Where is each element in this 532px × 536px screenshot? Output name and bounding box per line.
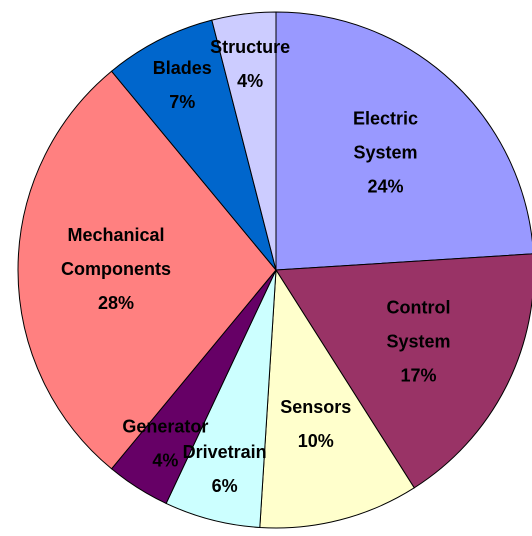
category-label-line: Blades	[153, 58, 212, 78]
category-label-line: Mechanical	[68, 225, 165, 245]
value-label: 4%	[237, 71, 263, 91]
slice-label: Electric System 24%	[353, 108, 418, 196]
category-label-line: Drivetrain	[183, 442, 267, 462]
category-label-line: Structure	[210, 37, 290, 57]
slice-label: Drivetrain 6%	[183, 442, 267, 496]
value-label: 17%	[401, 365, 437, 385]
labels: Electric System 24% Control System 17% Sensors…	[61, 37, 451, 496]
slice-label: Generator 4%	[122, 416, 208, 470]
pie-slice	[17, 70, 277, 470]
slice-label: Blades 7%	[153, 58, 212, 112]
category-label-line: Electric	[353, 108, 418, 128]
value-label: 4%	[152, 450, 178, 470]
category-label: Blades	[153, 58, 212, 78]
slice-label: Mechanical Components 28%	[61, 225, 171, 313]
pie-slice	[275, 11, 532, 271]
slice-label: Structure 4%	[210, 37, 290, 91]
category-label-line: Control	[387, 297, 451, 317]
slice-label: Control System 17%	[387, 297, 451, 385]
value-label: 6%	[212, 476, 238, 496]
pie-slice	[259, 268, 415, 529]
value-label: 24%	[367, 176, 403, 196]
slice-label: Sensors 10%	[280, 397, 351, 451]
category-label-line: Components	[61, 259, 171, 279]
category-label: Generator	[122, 416, 208, 436]
pie-slice	[211, 11, 277, 271]
category-label-line: Generator	[122, 416, 208, 436]
pie-slice	[110, 19, 277, 271]
category-label: Electric System	[353, 108, 418, 162]
category-label-line: System	[387, 331, 451, 351]
slices	[17, 11, 532, 529]
value-label: 7%	[169, 92, 195, 112]
category-label-line: Sensors	[280, 397, 351, 417]
category-label: Structure	[210, 37, 290, 57]
category-label: Drivetrain	[183, 442, 267, 462]
value-label: 28%	[98, 293, 134, 313]
category-label: Mechanical Components	[61, 225, 171, 279]
category-label-line: System	[353, 142, 417, 162]
pie-slice	[275, 253, 532, 489]
value-label: 10%	[298, 431, 334, 451]
category-label: Sensors	[280, 397, 351, 417]
category-label: Control System	[387, 297, 451, 351]
